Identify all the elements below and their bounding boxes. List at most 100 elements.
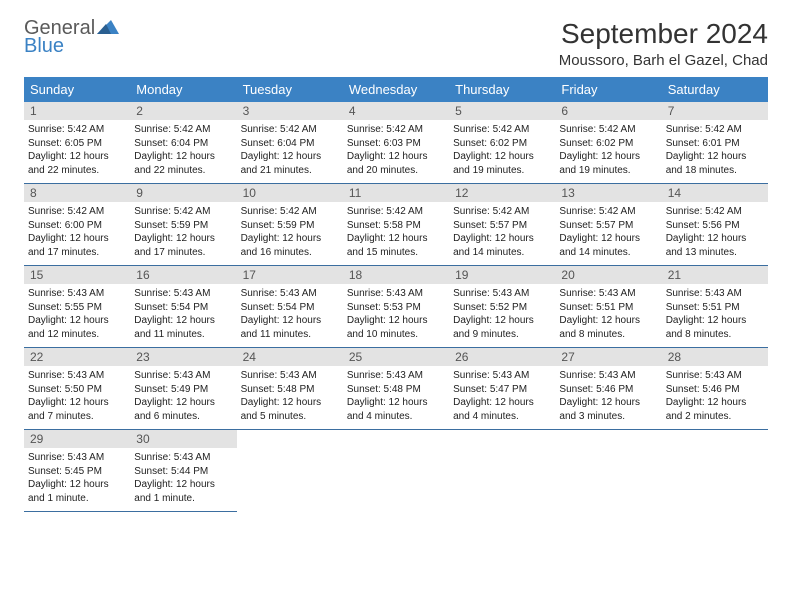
- day-number: 22: [24, 348, 130, 367]
- empty-cell: [662, 448, 768, 512]
- sunset-text: Sunset: 5:50 PM: [28, 383, 126, 397]
- daylight-text: Daylight: 12 hours: [241, 396, 339, 410]
- day-cell: Sunrise: 5:42 AMSunset: 5:56 PMDaylight:…: [662, 202, 768, 266]
- daylight-text-2: and 22 minutes.: [28, 164, 126, 178]
- sunrise-text: Sunrise: 5:42 AM: [347, 205, 445, 219]
- sunrise-text: Sunrise: 5:43 AM: [241, 369, 339, 383]
- day-number: 10: [237, 184, 343, 203]
- sunset-text: Sunset: 5:48 PM: [241, 383, 339, 397]
- empty-daynum: [555, 430, 661, 449]
- daylight-text-2: and 14 minutes.: [453, 246, 551, 260]
- sunrise-text: Sunrise: 5:42 AM: [666, 123, 764, 137]
- month-title: September 2024: [559, 18, 768, 50]
- daylight-text: Daylight: 12 hours: [28, 396, 126, 410]
- daylight-text: Daylight: 12 hours: [559, 232, 657, 246]
- empty-cell: [555, 448, 661, 512]
- sunrise-text: Sunrise: 5:43 AM: [666, 369, 764, 383]
- daylight-text-2: and 16 minutes.: [241, 246, 339, 260]
- day-number: 24: [237, 348, 343, 367]
- day-cell: Sunrise: 5:43 AMSunset: 5:45 PMDaylight:…: [24, 448, 130, 512]
- day-number: 2: [130, 102, 236, 120]
- sunset-text: Sunset: 5:59 PM: [134, 219, 232, 233]
- sunrise-text: Sunrise: 5:43 AM: [453, 369, 551, 383]
- daylight-text: Daylight: 12 hours: [559, 150, 657, 164]
- daylight-text-2: and 17 minutes.: [134, 246, 232, 260]
- sunset-text: Sunset: 5:57 PM: [453, 219, 551, 233]
- sunrise-text: Sunrise: 5:42 AM: [453, 123, 551, 137]
- header: General Blue September 2024 Moussoro, Ba…: [24, 18, 768, 69]
- daylight-text-2: and 11 minutes.: [241, 328, 339, 342]
- daylight-text-2: and 11 minutes.: [134, 328, 232, 342]
- day-cell: Sunrise: 5:42 AMSunset: 6:03 PMDaylight:…: [343, 120, 449, 184]
- day-number: 30: [130, 430, 236, 449]
- day-number: 19: [449, 266, 555, 285]
- daylight-text-2: and 22 minutes.: [134, 164, 232, 178]
- daylight-text: Daylight: 12 hours: [241, 232, 339, 246]
- sunset-text: Sunset: 5:47 PM: [453, 383, 551, 397]
- day-number: 5: [449, 102, 555, 120]
- sunset-text: Sunset: 5:56 PM: [666, 219, 764, 233]
- sunrise-text: Sunrise: 5:42 AM: [28, 123, 126, 137]
- sunrise-text: Sunrise: 5:43 AM: [559, 287, 657, 301]
- daylight-text-2: and 6 minutes.: [134, 410, 232, 424]
- daylight-text-2: and 1 minute.: [134, 492, 232, 506]
- day-cell: Sunrise: 5:43 AMSunset: 5:54 PMDaylight:…: [237, 284, 343, 348]
- sunrise-text: Sunrise: 5:42 AM: [453, 205, 551, 219]
- sunset-text: Sunset: 5:59 PM: [241, 219, 339, 233]
- daylight-text: Daylight: 12 hours: [134, 314, 232, 328]
- day-number: 28: [662, 348, 768, 367]
- week-row: Sunrise: 5:42 AMSunset: 6:05 PMDaylight:…: [24, 120, 768, 184]
- day-cell: Sunrise: 5:43 AMSunset: 5:49 PMDaylight:…: [130, 366, 236, 430]
- daylight-text-2: and 21 minutes.: [241, 164, 339, 178]
- day-cell: Sunrise: 5:43 AMSunset: 5:54 PMDaylight:…: [130, 284, 236, 348]
- sunset-text: Sunset: 5:48 PM: [347, 383, 445, 397]
- day-number: 12: [449, 184, 555, 203]
- weekday-header: Sunday: [24, 77, 130, 102]
- day-number: 15: [24, 266, 130, 285]
- day-cell: Sunrise: 5:42 AMSunset: 5:59 PMDaylight:…: [237, 202, 343, 266]
- day-number: 7: [662, 102, 768, 120]
- day-number: 25: [343, 348, 449, 367]
- daylight-text-2: and 5 minutes.: [241, 410, 339, 424]
- sunrise-text: Sunrise: 5:42 AM: [559, 123, 657, 137]
- daylight-text: Daylight: 12 hours: [453, 396, 551, 410]
- daylight-text-2: and 18 minutes.: [666, 164, 764, 178]
- daylight-text: Daylight: 12 hours: [241, 314, 339, 328]
- day-cell: Sunrise: 5:42 AMSunset: 6:02 PMDaylight:…: [555, 120, 661, 184]
- weekday-header: Wednesday: [343, 77, 449, 102]
- empty-daynum: [449, 430, 555, 449]
- sunset-text: Sunset: 6:02 PM: [453, 137, 551, 151]
- week-row: Sunrise: 5:42 AMSunset: 6:00 PMDaylight:…: [24, 202, 768, 266]
- sunrise-text: Sunrise: 5:43 AM: [559, 369, 657, 383]
- day-cell: Sunrise: 5:42 AMSunset: 6:02 PMDaylight:…: [449, 120, 555, 184]
- daylight-text-2: and 1 minute.: [28, 492, 126, 506]
- daynum-row: 1234567: [24, 102, 768, 120]
- daylight-text-2: and 19 minutes.: [559, 164, 657, 178]
- sunrise-text: Sunrise: 5:42 AM: [241, 123, 339, 137]
- daylight-text: Daylight: 12 hours: [453, 150, 551, 164]
- sunrise-text: Sunrise: 5:42 AM: [241, 205, 339, 219]
- sunset-text: Sunset: 6:02 PM: [559, 137, 657, 151]
- sunrise-text: Sunrise: 5:43 AM: [453, 287, 551, 301]
- day-number: 18: [343, 266, 449, 285]
- day-number: 21: [662, 266, 768, 285]
- day-cell: Sunrise: 5:42 AMSunset: 5:58 PMDaylight:…: [343, 202, 449, 266]
- sunrise-text: Sunrise: 5:43 AM: [241, 287, 339, 301]
- day-number: 17: [237, 266, 343, 285]
- daylight-text-2: and 9 minutes.: [453, 328, 551, 342]
- daylight-text: Daylight: 12 hours: [241, 150, 339, 164]
- sunrise-text: Sunrise: 5:43 AM: [347, 369, 445, 383]
- daylight-text-2: and 19 minutes.: [453, 164, 551, 178]
- day-number: 3: [237, 102, 343, 120]
- daylight-text: Daylight: 12 hours: [134, 150, 232, 164]
- weekday-header: Tuesday: [237, 77, 343, 102]
- sunrise-text: Sunrise: 5:42 AM: [28, 205, 126, 219]
- daylight-text: Daylight: 12 hours: [347, 396, 445, 410]
- sunset-text: Sunset: 6:04 PM: [134, 137, 232, 151]
- sunrise-text: Sunrise: 5:42 AM: [666, 205, 764, 219]
- daylight-text: Daylight: 12 hours: [28, 478, 126, 492]
- day-cell: Sunrise: 5:42 AMSunset: 5:59 PMDaylight:…: [130, 202, 236, 266]
- sunrise-text: Sunrise: 5:42 AM: [134, 123, 232, 137]
- empty-daynum: [237, 430, 343, 449]
- sunset-text: Sunset: 5:57 PM: [559, 219, 657, 233]
